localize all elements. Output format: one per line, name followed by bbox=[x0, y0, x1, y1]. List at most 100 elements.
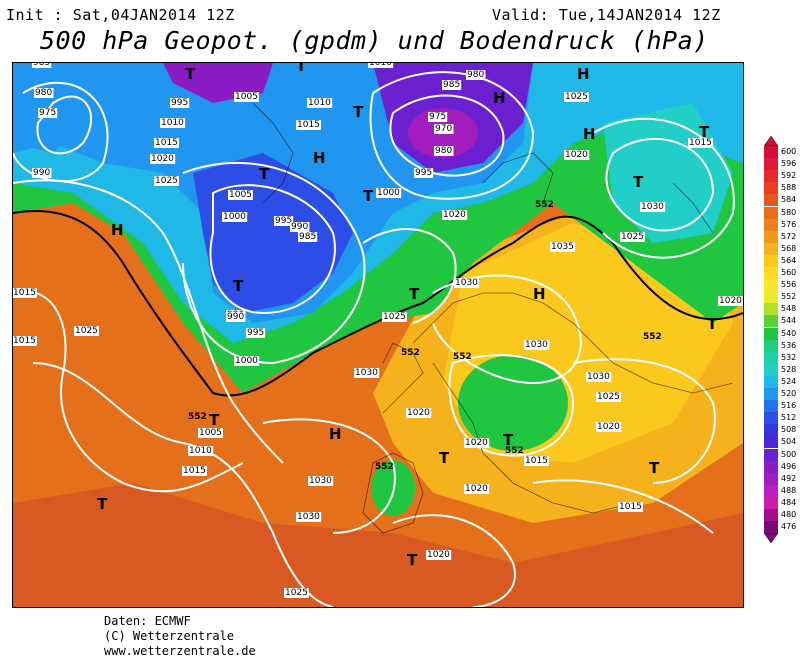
pressure-label: 1015 bbox=[689, 138, 712, 148]
pressure-label: 1030 bbox=[641, 202, 664, 212]
scale-label: 500 bbox=[781, 449, 797, 459]
pressure-label: 975 bbox=[429, 112, 446, 122]
pressure-label: 1005 bbox=[229, 190, 252, 200]
high-center: H bbox=[111, 221, 124, 239]
pressure-label: 1030 bbox=[297, 512, 320, 522]
pressure-label: 1030 bbox=[309, 476, 332, 486]
pressure-label: 1035 bbox=[551, 242, 574, 252]
pressure-label: 1020 bbox=[407, 408, 430, 418]
pressure-label: 1010 bbox=[189, 446, 212, 456]
pressure-label: 995 bbox=[275, 216, 292, 226]
low-center: T bbox=[503, 431, 514, 449]
scale-label: 496 bbox=[781, 461, 797, 471]
pressure-label: 1015 bbox=[13, 336, 36, 346]
high-center: H bbox=[313, 149, 326, 167]
scale-swatch bbox=[764, 254, 778, 267]
scale-label: 568 bbox=[781, 243, 797, 253]
scale-swatch bbox=[764, 230, 778, 243]
pressure-label: 1030 bbox=[587, 372, 610, 382]
pressure-label: 1025 bbox=[285, 588, 308, 598]
pressure-label: 985 bbox=[33, 63, 50, 68]
pressure-centers: T T T H T T H H H T T H T T H T T H T T … bbox=[97, 63, 718, 569]
pressure-label: 1030 bbox=[525, 340, 548, 350]
scale-swatch bbox=[764, 315, 778, 328]
scale-swatch bbox=[764, 351, 778, 364]
geopot-label: 552 bbox=[375, 462, 394, 472]
scale-swatch bbox=[764, 182, 778, 195]
pressure-label: 1010 bbox=[308, 98, 331, 108]
scale-label: 492 bbox=[781, 473, 797, 483]
scale-swatch bbox=[764, 146, 778, 159]
scale-label: 520 bbox=[781, 389, 797, 398]
scale-swatch bbox=[764, 170, 778, 183]
scale-label: 572 bbox=[781, 231, 797, 241]
pressure-label: 1030 bbox=[355, 368, 378, 378]
low-center: T bbox=[439, 449, 450, 467]
scale-swatch bbox=[764, 267, 778, 280]
scale-swatch bbox=[764, 521, 778, 534]
pressure-label: 985 bbox=[299, 232, 316, 242]
scale-swatch bbox=[764, 339, 778, 352]
scale-swatch bbox=[764, 448, 778, 461]
pressure-label: 990 bbox=[291, 222, 308, 232]
pressure-labels: 985 980 975 995 1005 1010 1015 1020 1025… bbox=[13, 63, 743, 598]
pressure-label: 980 bbox=[435, 146, 452, 156]
high-center: H bbox=[533, 285, 546, 303]
scale-top-arrow bbox=[764, 136, 778, 146]
pressure-label: 1000 bbox=[223, 212, 246, 222]
pressure-label: 1020 bbox=[427, 550, 450, 560]
pressure-label: 1000 bbox=[377, 188, 400, 198]
scale-swatch bbox=[764, 194, 778, 207]
geopot-labels: 552 552 552 552 552 552 552 552 bbox=[188, 200, 662, 472]
pressure-label: 1015 bbox=[525, 456, 548, 466]
geopot-label: 552 bbox=[401, 348, 420, 358]
valid-time: Valid: Tue,14JAN2014 12Z bbox=[492, 6, 721, 24]
pressure-label: 995 bbox=[247, 328, 264, 338]
scale-label: 600 bbox=[781, 147, 797, 156]
scale-swatch bbox=[764, 218, 778, 231]
scale-swatch bbox=[764, 400, 778, 413]
website: www.wetterzentrale.de bbox=[104, 644, 256, 658]
pressure-label: 1020 bbox=[443, 210, 466, 220]
chart-title: 500 hPa Geopot. (gpdm) und Bodendruck (h… bbox=[40, 26, 709, 55]
pressure-label: 970 bbox=[435, 124, 452, 134]
low-center: T bbox=[97, 495, 108, 513]
scale-label: 540 bbox=[781, 328, 797, 338]
red-south bbox=[13, 483, 743, 607]
low-center: T bbox=[185, 65, 196, 83]
pressure-label: 990 bbox=[227, 312, 244, 322]
low-center: T bbox=[707, 315, 718, 333]
contour-552 bbox=[13, 210, 743, 397]
scale-swatch bbox=[764, 375, 778, 388]
low-center: T bbox=[407, 551, 418, 569]
geopot-label: 552 bbox=[453, 352, 472, 362]
pressure-label: 995 bbox=[415, 168, 432, 178]
pressure-label: 1000 bbox=[235, 356, 258, 366]
scale-label: 544 bbox=[781, 316, 797, 326]
scale-label: 512 bbox=[781, 413, 797, 423]
high-center: H bbox=[583, 125, 596, 143]
pressure-label: 995 bbox=[171, 98, 188, 108]
scale-label: 576 bbox=[781, 219, 797, 229]
scale-swatch bbox=[764, 436, 778, 449]
coastlines bbox=[252, 102, 734, 534]
pressure-label: 1025 bbox=[75, 326, 98, 336]
pressure-label: 1025 bbox=[155, 176, 178, 186]
pressure-label: 1005 bbox=[199, 428, 222, 438]
geopot-label: 552 bbox=[505, 446, 524, 456]
pressure-label: 1025 bbox=[383, 312, 406, 322]
pressure-label: 1010 bbox=[369, 63, 392, 68]
scale-swatch bbox=[764, 363, 778, 376]
scale-label: 516 bbox=[781, 401, 797, 411]
pressure-label: 1020 bbox=[597, 422, 620, 432]
scale-label: 508 bbox=[781, 425, 797, 435]
scale-swatch bbox=[764, 291, 778, 304]
scale-label: 588 bbox=[781, 183, 797, 193]
geopot-label: 552 bbox=[535, 200, 554, 210]
pressure-label: 1025 bbox=[597, 392, 620, 402]
pressure-label: 975 bbox=[39, 108, 56, 118]
scale-label: 480 bbox=[781, 510, 797, 519]
scale-swatch bbox=[764, 509, 778, 522]
footer: Daten: ECMWF (C) Wetterzentrale www.wett… bbox=[104, 614, 256, 659]
low-center: T bbox=[209, 411, 220, 429]
